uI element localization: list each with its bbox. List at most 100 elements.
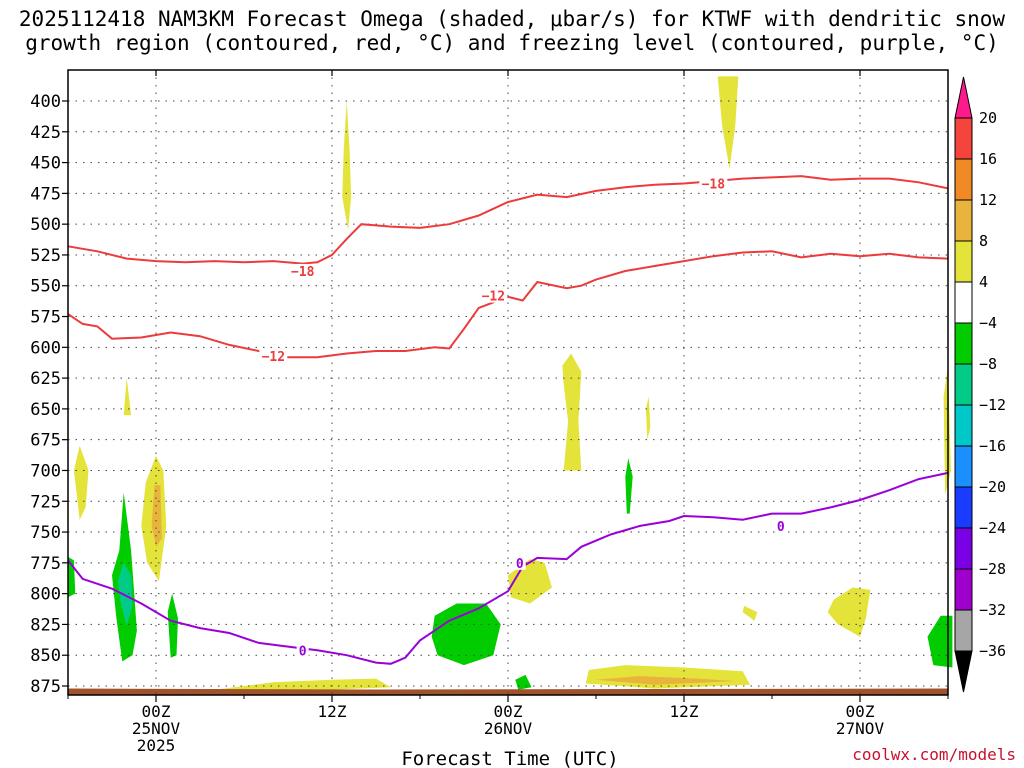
omega-region-12 — [585, 665, 750, 689]
colorbar-label-7: −12 — [979, 396, 1006, 414]
contour--18-label-0: −18 — [291, 265, 315, 280]
colorbar-box-4 — [954, 240, 973, 283]
x-tick-label-54-0: 00Z — [846, 702, 875, 721]
y-tick-label-500: 500 — [30, 215, 61, 235]
x-tick-label-30-1: 26NOV — [484, 719, 533, 738]
x-tick-label-54-1: 27NOV — [836, 719, 885, 738]
y-tick-label-600: 600 — [30, 338, 61, 358]
colorbar-label-5: −4 — [979, 314, 997, 332]
omega-region-3 — [123, 378, 132, 416]
omega-region-0 — [342, 101, 352, 231]
colorbar-box-7 — [954, 363, 973, 406]
colorbar-arrow-top — [954, 76, 973, 119]
omega-region-19 — [625, 458, 633, 514]
contour--18-line-0 — [67, 175, 949, 265]
y-tick-label-550: 550 — [30, 277, 61, 297]
plot-area: −18 −18 −12 −12 0 0 0 — [67, 69, 953, 696]
omega-region-9 — [827, 587, 871, 637]
x-tick-label-18-0: 12Z — [318, 702, 347, 721]
colorbar-box-5 — [954, 281, 973, 324]
contour-0-label-2: 0 — [777, 520, 785, 535]
y-tick-label-850: 850 — [30, 646, 61, 666]
terrain-band — [68, 688, 948, 695]
omega-region-13 — [596, 676, 736, 685]
omega-region-20 — [927, 615, 953, 668]
colorbar-label-1: 16 — [979, 150, 997, 168]
temperature-contours: −18 −18 −12 −12 0 0 0 — [67, 175, 949, 665]
omega-region-18 — [431, 603, 501, 666]
colorbar-label-3: 8 — [979, 232, 988, 250]
colorbar-box-11 — [954, 527, 973, 570]
omega-region-6 — [562, 353, 582, 471]
colorbar-box-13 — [954, 609, 973, 652]
colorbar-box-6 — [954, 322, 973, 365]
colorbar-label-2: 12 — [979, 191, 997, 209]
colorbar-box-10 — [954, 486, 973, 529]
contour--12-label-1: −12 — [482, 290, 505, 305]
colorbar-label-10: −24 — [979, 519, 1006, 537]
contour--18-label-bg-0 — [288, 263, 317, 278]
plot-background — [68, 70, 948, 695]
y-tick-label-475: 475 — [30, 184, 61, 204]
y-tick-label-575: 575 — [30, 308, 61, 328]
colorbar-label-9: −20 — [979, 478, 1006, 496]
colorbar-label-4: 4 — [979, 273, 988, 291]
x-tick-label-6-0: 00Z — [142, 702, 171, 721]
colorbar-box-8 — [954, 404, 973, 447]
contour-0-line-2 — [67, 471, 949, 665]
colorbar-label-13: −36 — [979, 642, 1006, 660]
contour--12-label-bg-0 — [259, 348, 288, 363]
omega-region-2 — [73, 445, 89, 520]
x-tick-label-30-0: 00Z — [494, 702, 523, 721]
colorbar-legend: 20 16 12 8 4 −4 −8 −12 −16 −20 −24 −28 −32 −36 — [954, 76, 1006, 693]
chart-title-line2: growth region (contoured, red, °C) and f… — [25, 31, 999, 55]
colorbar-box-1 — [954, 117, 973, 160]
colorbar-label-6: −8 — [979, 355, 997, 373]
contour-0-label-bg-0 — [296, 643, 309, 658]
omega-shading — [68, 76, 953, 691]
contour--18-label-1: −18 — [702, 178, 726, 193]
terrain-fill — [68, 688, 948, 695]
omega-region-10 — [742, 605, 758, 621]
y-tick-label-675: 675 — [30, 431, 61, 451]
colorbar-label-0: 20 — [979, 109, 997, 127]
y-tick-label-400: 400 — [30, 92, 61, 112]
omega-region-17 — [167, 593, 178, 658]
y-tick-label-825: 825 — [30, 615, 61, 635]
y-tick-label-750: 750 — [30, 523, 61, 543]
colorbar-box-9 — [954, 445, 973, 488]
contour-0-label-bg-1 — [513, 555, 526, 570]
omega-region-8 — [645, 396, 651, 440]
y-tick-label-700: 700 — [30, 461, 61, 481]
colorbar-label-8: −16 — [979, 437, 1006, 455]
colorbar-arrow-bottom — [954, 650, 973, 693]
y-axis-ticks: 400 425 450 475 500 525 550 575 600 625 650 675 700 7… — [30, 92, 68, 697]
y-tick-label-425: 425 — [30, 123, 61, 143]
contour-0-label-bg-2 — [774, 518, 787, 533]
x-tick-label-6-2: 2025 — [137, 736, 176, 755]
y-tick-label-525: 525 — [30, 246, 61, 266]
y-tick-label-625: 625 — [30, 369, 61, 389]
y-tick-label-875: 875 — [30, 677, 61, 697]
y-tick-label-725: 725 — [30, 492, 61, 512]
contour-0-label-0: 0 — [299, 644, 307, 659]
omega-region-7 — [508, 559, 552, 604]
colorbar-box-3 — [954, 199, 973, 242]
contour-0-label-1: 0 — [516, 557, 524, 572]
colorbar-box-12 — [954, 568, 973, 611]
credit-text: coolwx.com/models — [852, 745, 1016, 764]
y-tick-label-450: 450 — [30, 154, 61, 174]
y-tick-label-800: 800 — [30, 585, 61, 605]
y-tick-label-650: 650 — [30, 400, 61, 420]
contour--12-label-bg-1 — [479, 288, 508, 303]
omega-region-1 — [717, 76, 739, 169]
x-tick-label-6-1: 25NOV — [132, 719, 181, 738]
x-tick-label-42-0: 12Z — [670, 702, 699, 721]
chart-title-line1: 2025112418 NAM3KM Forecast Omega (shaded… — [19, 7, 1006, 31]
y-tick-label-775: 775 — [30, 554, 61, 574]
contour--18-label-bg-1 — [699, 176, 728, 191]
omega-region-14 — [214, 678, 391, 691]
colorbar-label-11: −28 — [979, 560, 1006, 578]
